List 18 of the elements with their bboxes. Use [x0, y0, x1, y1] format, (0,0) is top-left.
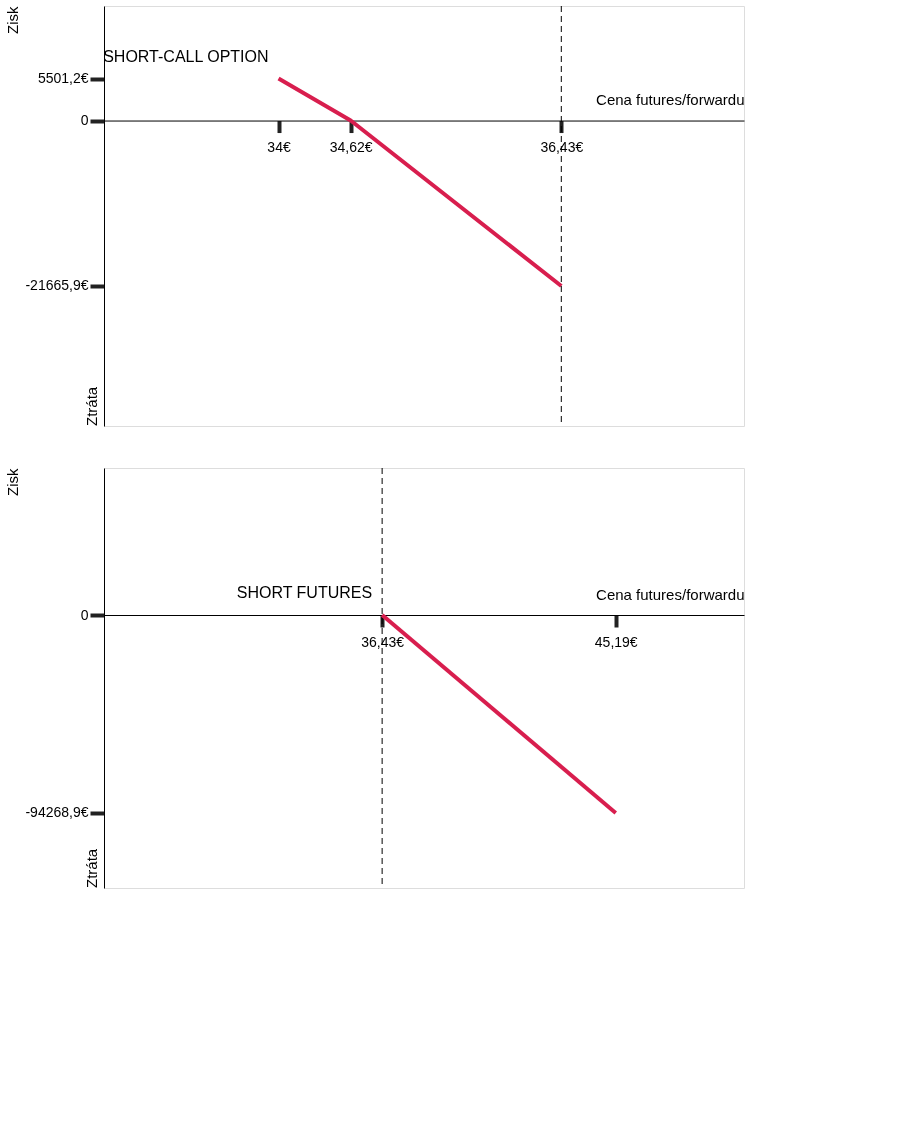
y-tick-label: 0 — [80, 606, 89, 623]
text: Ztráta — [83, 386, 100, 426]
x-axis-title: Cena futures/forwardu — [596, 585, 745, 603]
y-axis-title: Zisk — [4, 6, 22, 34]
x-tick-label: 34€ — [267, 139, 291, 156]
series-label: SHORT-CALL OPTION — [103, 47, 269, 65]
x-axis-title: Cena futures/forwardu — [596, 91, 745, 109]
y-tick-label: 0 — [80, 112, 89, 129]
y-axis-title: Zisk — [4, 468, 22, 496]
x-tick-label: 45,19€ — [594, 633, 638, 650]
x-tick-label: 34,62€ — [329, 139, 373, 156]
x-tick-label: 36,43€ — [540, 139, 584, 156]
y-tick-label: 5501,2€ — [37, 70, 89, 87]
series-label: SHORT FUTURES — [236, 584, 373, 601]
text: Ztráta — [83, 848, 100, 888]
x-tick-label: 36,43€ — [361, 633, 405, 650]
y-tick-label: -21665,9€ — [25, 277, 89, 294]
y-tick-label: -94268,9€ — [25, 804, 89, 821]
